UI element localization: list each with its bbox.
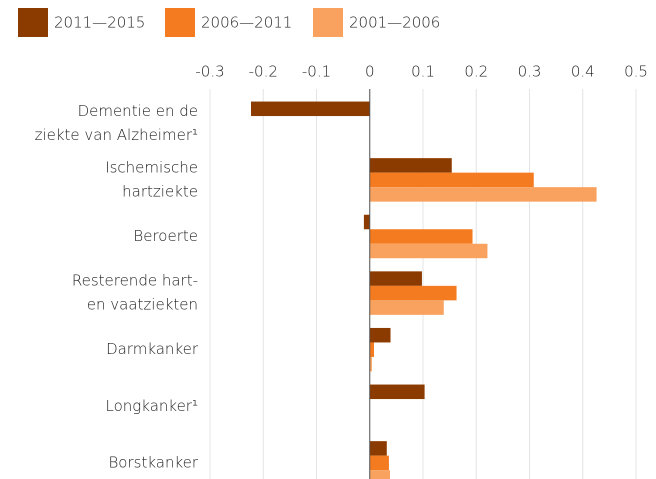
legend-label: 2001—2006 — [349, 14, 440, 32]
bar — [369, 229, 473, 244]
y-tick-label: Resterende hart- — [72, 272, 198, 290]
x-tick-label: -0.1 — [302, 63, 331, 81]
bar — [369, 187, 597, 202]
bar — [369, 300, 444, 315]
bar — [251, 101, 370, 117]
x-tick-label: -0.3 — [195, 63, 224, 81]
y-tick-label: Ischemische — [105, 158, 198, 176]
x-tick-label: 0.1 — [411, 63, 435, 81]
x-tick-label: -0.2 — [249, 63, 278, 81]
bar — [369, 441, 387, 456]
bar — [369, 172, 534, 188]
x-tick-label: 0.3 — [518, 63, 542, 81]
y-tick-label: ziekte van Alzheimer¹ — [35, 126, 198, 144]
bar — [369, 285, 457, 301]
y-tick-label: en vaatziekten — [87, 296, 198, 314]
y-tick-label: Beroerte — [133, 227, 198, 245]
bar — [369, 158, 452, 173]
y-tick-label: hartziekte — [122, 182, 198, 200]
legend-label: 2006—2011 — [201, 14, 292, 32]
bar — [369, 327, 391, 343]
bar — [369, 384, 425, 400]
legend-swatch — [165, 8, 195, 37]
y-tick-label: Dementie en de — [78, 102, 198, 120]
y-tick-label: Darmkanker — [106, 340, 199, 358]
legend-swatch — [18, 8, 48, 37]
y-tick-label: Longkanker¹ — [106, 397, 198, 415]
bar — [369, 356, 372, 372]
bar — [369, 243, 488, 259]
legend-swatch — [313, 8, 343, 37]
bar — [369, 342, 375, 357]
x-tick-label: 0.4 — [571, 63, 595, 81]
bar — [363, 214, 370, 230]
legend-label: 2011—2015 — [54, 14, 145, 32]
y-tick-label: Borstkanker — [108, 453, 198, 471]
x-tick-label: 0.5 — [624, 63, 648, 81]
bar — [369, 470, 390, 479]
bar — [369, 455, 389, 471]
x-tick-label: 0.2 — [464, 63, 488, 81]
bar — [369, 271, 422, 286]
x-tick-label: 0 — [365, 63, 375, 81]
